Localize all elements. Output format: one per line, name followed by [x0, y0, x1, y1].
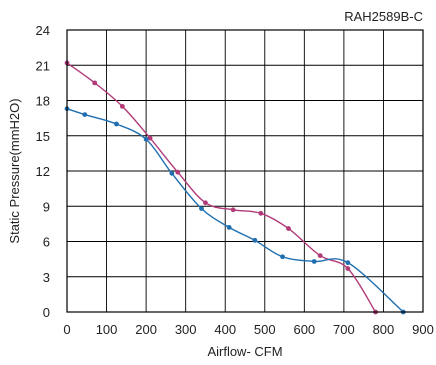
y-tick-label: 3	[43, 270, 50, 285]
x-tick-label: 200	[135, 322, 157, 337]
series-1-point	[286, 226, 291, 231]
y-tick-labels: 0 3 6 9 12 15 18 21 24	[36, 23, 50, 320]
series-2-point	[226, 225, 232, 230]
series-line-1	[66, 62, 377, 313]
series-2-point	[280, 254, 285, 260]
x-tick-label: 600	[293, 322, 315, 337]
series-2-point	[114, 121, 119, 127]
series-2-point	[82, 112, 88, 117]
x-tick-labels: 0 100 200 300 400 500 600 700 800 900	[63, 322, 433, 337]
series-2-point	[252, 237, 258, 243]
series-1-point	[203, 200, 208, 206]
series-2-point	[169, 170, 175, 176]
series-2-point	[199, 206, 204, 212]
y-axis-title: Static Pressure(mmH2O)	[7, 98, 22, 243]
x-tick-label: 500	[254, 322, 276, 337]
y-tick-label: 9	[43, 199, 50, 214]
series-1-point	[317, 253, 323, 258]
x-tick-label: 300	[175, 322, 197, 337]
series-1-point	[175, 169, 181, 175]
y-tick-label: 15	[36, 129, 50, 144]
series-1-point	[230, 207, 236, 213]
y-tick-label: 24	[36, 23, 50, 38]
x-tick-label: 800	[373, 322, 395, 337]
x-tick-label: 900	[412, 322, 434, 337]
y-tick-label: 0	[43, 305, 50, 320]
series-1-point	[119, 103, 125, 109]
chart-title: RAH2589B-C	[344, 9, 423, 24]
series-1-point	[258, 210, 264, 216]
series-2-point	[143, 136, 149, 142]
x-tick-label: 700	[333, 322, 355, 337]
y-tick-label: 6	[43, 235, 50, 250]
series-2-point	[311, 259, 317, 264]
series-points	[64, 60, 406, 315]
series-1-point	[147, 135, 153, 141]
x-tick-label: 0	[63, 322, 70, 337]
x-tick-label: 100	[96, 322, 118, 337]
series-2-point	[345, 260, 351, 266]
plot-frame	[66, 29, 424, 313]
x-axis-title: Airflow- CFM	[207, 344, 282, 359]
y-tick-label: 21	[36, 58, 50, 73]
y-tick-label: 12	[36, 164, 50, 179]
series-1-point	[92, 80, 98, 86]
x-tick-label: 400	[214, 322, 236, 337]
series-1-point	[345, 266, 351, 271]
y-tick-label: 18	[36, 94, 50, 109]
